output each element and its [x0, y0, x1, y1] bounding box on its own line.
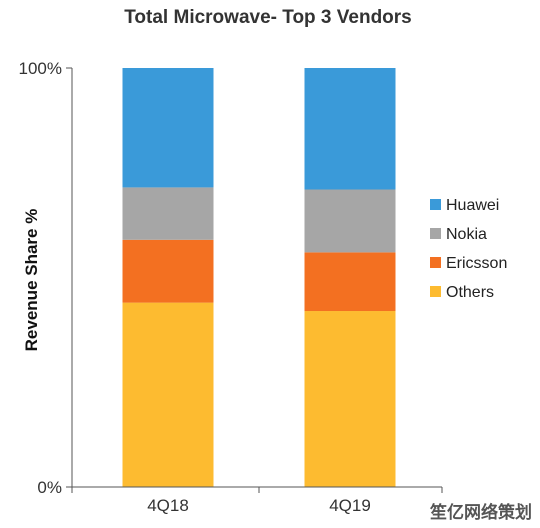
legend-swatch-ericsson — [430, 257, 441, 268]
bar-segment-ericsson-4q18 — [122, 239, 214, 303]
bars-group — [122, 68, 396, 487]
bar-segment-others-4q19 — [304, 311, 396, 487]
legend-label-nokia: Nokia — [446, 226, 487, 243]
legend: Huawei Nokia Ericsson Others — [430, 197, 507, 301]
bar-segment-others-4q18 — [122, 302, 214, 487]
watermark-text: 笙亿网络策划 — [429, 502, 532, 522]
bar-segment-nokia-4q19 — [304, 189, 396, 253]
chart-title: Total Microwave- Top 3 Vendors — [124, 7, 412, 28]
legend-swatch-others — [430, 286, 441, 297]
legend-label-others: Others — [446, 284, 494, 301]
y-axis-label: Revenue Share % — [22, 209, 41, 352]
x-tick-label-4q18: 4Q18 — [147, 496, 189, 515]
bar-segment-ericsson-4q19 — [304, 252, 396, 312]
x-tick-label-4q19: 4Q19 — [329, 496, 371, 515]
bar-segment-huawei-4q18 — [122, 68, 214, 188]
legend-swatch-nokia — [430, 228, 441, 239]
legend-label-huawei: Huawei — [446, 197, 499, 214]
bar-segment-huawei-4q19 — [304, 68, 396, 190]
y-tick-label: 100% — [19, 59, 62, 78]
legend-swatch-huawei — [430, 199, 441, 210]
legend-label-ericsson: Ericsson — [446, 255, 507, 272]
bar-segment-nokia-4q18 — [122, 187, 214, 240]
y-tick-label: 0% — [37, 478, 62, 497]
axes-group: 0% 100% 4Q18 4Q19 — [19, 59, 443, 515]
